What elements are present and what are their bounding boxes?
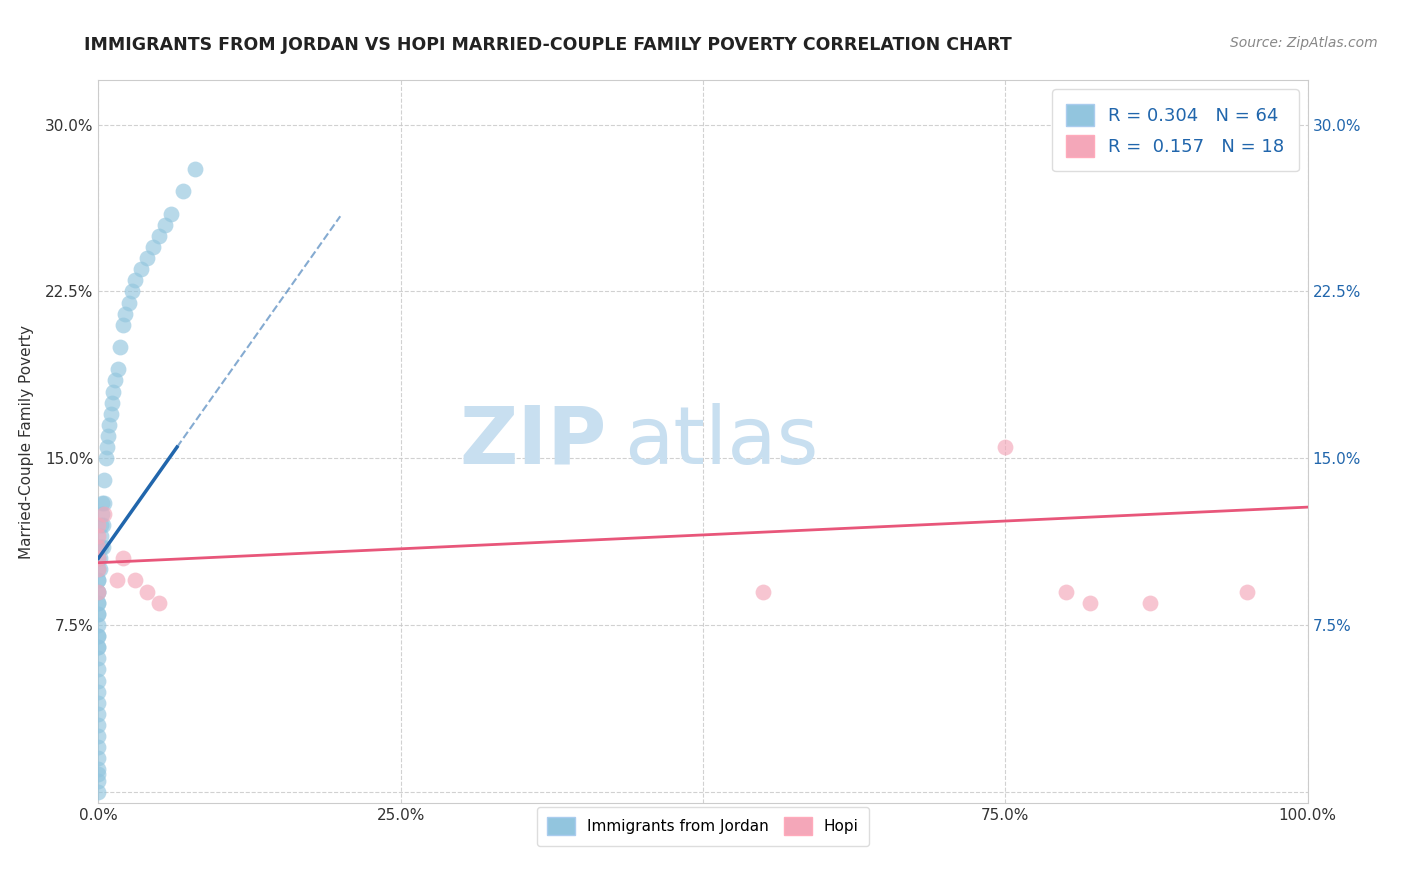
Point xyxy=(91,507,114,521)
Point xyxy=(87,574,110,588)
Text: atlas: atlas xyxy=(624,402,818,481)
Point xyxy=(121,285,143,299)
Point xyxy=(91,517,114,532)
Point xyxy=(94,451,117,466)
Point xyxy=(87,629,110,643)
Point xyxy=(1139,596,1161,610)
Point xyxy=(1054,584,1077,599)
Point xyxy=(87,562,110,576)
Point xyxy=(1078,596,1101,610)
Point xyxy=(87,763,110,777)
Point xyxy=(93,507,115,521)
Point xyxy=(87,551,110,566)
Point xyxy=(135,584,157,599)
Point xyxy=(87,767,110,781)
Point xyxy=(87,607,110,621)
Point xyxy=(87,584,110,599)
Point xyxy=(142,240,165,254)
Point xyxy=(100,407,122,421)
Point xyxy=(89,551,111,566)
Point xyxy=(105,574,128,588)
Point xyxy=(87,751,110,765)
Point xyxy=(129,262,152,277)
Text: ZIP: ZIP xyxy=(458,402,606,481)
Point xyxy=(87,562,110,576)
Point xyxy=(87,640,110,655)
Y-axis label: Married-Couple Family Poverty: Married-Couple Family Poverty xyxy=(18,325,34,558)
Point xyxy=(87,551,110,566)
Point xyxy=(114,307,136,321)
Point xyxy=(148,228,170,243)
Point xyxy=(91,496,114,510)
Point xyxy=(93,496,115,510)
Point xyxy=(87,662,110,676)
Point xyxy=(160,207,183,221)
Point xyxy=(118,295,141,310)
Point xyxy=(148,596,170,610)
Point xyxy=(90,517,112,532)
Point xyxy=(153,218,176,232)
Point xyxy=(87,596,110,610)
Point xyxy=(108,340,131,354)
Point xyxy=(101,384,124,399)
Point xyxy=(172,185,194,199)
Point xyxy=(87,596,110,610)
Point xyxy=(87,785,110,799)
Point xyxy=(90,529,112,543)
Point xyxy=(91,540,114,554)
Point xyxy=(184,162,207,177)
Legend: Immigrants from Jordan, Hopi: Immigrants from Jordan, Hopi xyxy=(537,806,869,846)
Point xyxy=(87,651,110,665)
Point xyxy=(87,706,110,721)
Point xyxy=(111,318,134,332)
Point xyxy=(87,540,110,554)
Point xyxy=(994,440,1017,454)
Point xyxy=(87,629,110,643)
Point xyxy=(87,673,110,688)
Point xyxy=(93,474,115,488)
Point xyxy=(98,417,121,432)
Point xyxy=(111,551,134,566)
Point xyxy=(90,540,112,554)
Point xyxy=(104,373,127,387)
Point xyxy=(107,362,129,376)
Point xyxy=(1236,584,1258,599)
Point xyxy=(87,696,110,710)
Point xyxy=(87,618,110,632)
Point xyxy=(752,584,775,599)
Point xyxy=(124,273,146,287)
Point xyxy=(87,607,110,621)
Point xyxy=(87,640,110,655)
Point xyxy=(87,718,110,732)
Point xyxy=(87,529,110,543)
Text: Source: ZipAtlas.com: Source: ZipAtlas.com xyxy=(1230,36,1378,50)
Point xyxy=(87,584,110,599)
Point xyxy=(135,251,157,265)
Point xyxy=(87,684,110,698)
Point xyxy=(87,584,110,599)
Point xyxy=(89,562,111,576)
Point xyxy=(87,773,110,788)
Point xyxy=(87,517,110,532)
Point xyxy=(97,429,120,443)
Point xyxy=(124,574,146,588)
Point xyxy=(87,740,110,755)
Point xyxy=(87,729,110,743)
Point xyxy=(100,395,122,409)
Point xyxy=(87,574,110,588)
Point xyxy=(87,540,110,554)
Point xyxy=(96,440,118,454)
Text: IMMIGRANTS FROM JORDAN VS HOPI MARRIED-COUPLE FAMILY POVERTY CORRELATION CHART: IMMIGRANTS FROM JORDAN VS HOPI MARRIED-C… xyxy=(84,36,1012,54)
